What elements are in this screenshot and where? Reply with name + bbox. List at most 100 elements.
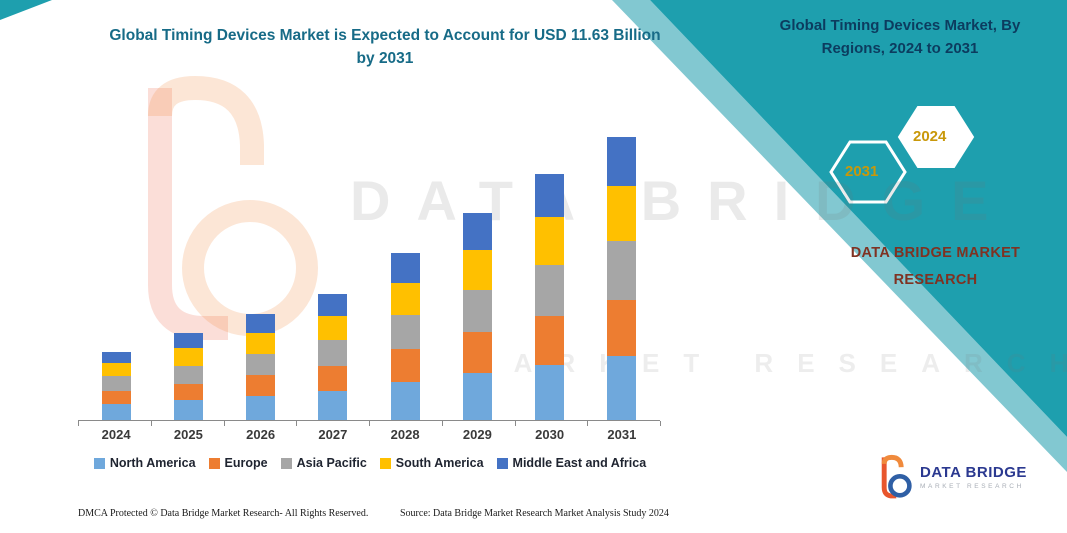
watermark-logo-icon	[148, 75, 318, 340]
segment-asia-pacific-2026	[246, 353, 276, 376]
stacked-bar-2026	[246, 314, 276, 420]
segment-middle-east-and-africa-2025	[173, 333, 203, 349]
bar-slot-2030	[514, 174, 586, 420]
segment-south-america-2029	[462, 249, 492, 290]
segment-north-america-2028	[390, 382, 420, 420]
axis-tick	[78, 421, 79, 426]
segment-europe-2025	[173, 383, 203, 401]
x-label-2029: 2029	[462, 427, 492, 442]
legend-swatch-icon	[496, 457, 508, 469]
stacked-bar-2024	[101, 351, 131, 420]
segment-asia-pacific-2028	[390, 314, 420, 350]
bar-slot-2031	[586, 137, 658, 420]
segment-north-america-2027	[318, 391, 348, 420]
axis-tick	[296, 421, 298, 426]
segment-south-america-2025	[173, 348, 203, 366]
chart-title-line2: by 2031	[356, 50, 414, 68]
hexagon-2031-label: 2031	[845, 163, 879, 180]
segment-north-america-2025	[173, 400, 203, 420]
segment-europe-2024	[101, 390, 131, 405]
footer-logo: DATA BRIDGE MARKET RESEARCH	[876, 454, 1027, 500]
segment-europe-2026	[246, 375, 276, 397]
segment-north-america-2026	[246, 396, 276, 420]
bar-slot-2027	[297, 293, 369, 420]
side-panel-heading: Global Timing Devices Market, By Regions…	[735, 15, 1065, 60]
side-panel-brand: DATA BRIDGE MARKET RESEARCH	[818, 240, 1053, 294]
legend-label: South America	[395, 456, 484, 470]
legend-label: Europe	[224, 456, 268, 470]
legend-swatch-icon	[208, 457, 220, 469]
stacked-bar-2031	[607, 137, 637, 420]
segment-europe-2031	[607, 300, 637, 357]
segment-north-america-2024	[101, 404, 131, 420]
x-label-2031: 2031	[607, 427, 637, 442]
side-panel-heading-line1: Global Timing Devices Market, By	[779, 17, 1021, 34]
teal-panel	[650, 0, 1067, 437]
segment-middle-east-and-africa-2028	[390, 253, 420, 283]
legend-label: Middle East and Africa	[512, 456, 647, 470]
footer-logo-b-icon	[881, 454, 912, 499]
axis-tick	[587, 421, 589, 426]
watermark-text-data-bridge: DATA BRIDGE	[350, 169, 1015, 232]
chart-title-line1: Global Timing Devices Market is Expected…	[109, 27, 661, 44]
segment-middle-east-and-africa-2024	[101, 351, 131, 363]
segment-middle-east-and-africa-2029	[462, 213, 492, 250]
axis-tick	[660, 421, 661, 426]
segment-south-america-2031	[607, 186, 637, 242]
segment-asia-pacific-2030	[535, 264, 565, 316]
bar-slot-2025	[152, 333, 224, 420]
stacked-bar-2025	[173, 333, 203, 420]
segment-europe-2029	[462, 332, 492, 374]
footer-brand-subtitle: MARKET RESEARCH	[920, 483, 1024, 490]
footer-logo-text: DATA BRIDGE MARKET RESEARCH	[920, 464, 1027, 490]
segment-europe-2030	[535, 315, 565, 365]
legend-item-europe: Europe	[208, 456, 268, 470]
corner-triangle	[0, 0, 52, 20]
legend-label: Asia Pacific	[296, 456, 367, 470]
bar-slot-2024	[80, 351, 152, 420]
segment-asia-pacific-2025	[173, 365, 203, 384]
x-label-2025: 2025	[173, 427, 203, 442]
segment-asia-pacific-2027	[318, 340, 348, 367]
legend-item-middle-east-and-africa: Middle East and Africa	[496, 456, 647, 470]
segment-south-america-2026	[246, 332, 276, 354]
segment-north-america-2029	[462, 373, 492, 420]
x-axis-labels: 2024 2025 2026 2027 2028 2029 2030 2031	[80, 427, 658, 442]
bar-slot-2026	[225, 314, 297, 420]
bar-slot-2028	[369, 253, 441, 420]
side-panel-heading-line2: Regions, 2024 to 2031	[821, 39, 979, 57]
stacked-bar-2030	[535, 174, 565, 420]
bar-slot-2029	[441, 213, 513, 420]
chart-title: Global Timing Devices Market is Expected…	[55, 24, 715, 71]
segment-middle-east-and-africa-2026	[246, 314, 276, 333]
legend-item-south-america: South America	[379, 456, 484, 470]
dmca-notice: DMCA Protected © Data Bridge Market Rese…	[78, 508, 369, 519]
axis-tick	[150, 421, 152, 426]
side-panel-brand-line1: DATA BRIDGE MARKET	[850, 245, 1021, 261]
segment-asia-pacific-2024	[101, 376, 131, 391]
axis-tick	[441, 421, 443, 426]
legend: North America Europe Asia Pacific South Ame…	[40, 456, 700, 470]
axis-tick	[514, 421, 516, 426]
segment-south-america-2027	[318, 315, 348, 341]
footer-brand-name: DATA BRIDGE	[920, 464, 1027, 481]
segment-europe-2027	[318, 366, 348, 392]
segment-south-america-2024	[101, 362, 131, 377]
stacked-bar-2028	[390, 253, 420, 420]
x-label-2030: 2030	[535, 427, 565, 442]
stacked-bar-2027	[318, 293, 348, 420]
segment-middle-east-and-africa-2031	[607, 137, 637, 187]
legend-item-north-america: North America	[93, 456, 196, 470]
source-notice: Source: Data Bridge Market Research Mark…	[400, 508, 669, 519]
x-axis-line	[78, 420, 660, 421]
plot-area	[80, 133, 658, 420]
legend-item-asia-pacific: Asia Pacific	[280, 456, 367, 470]
segment-south-america-2028	[390, 282, 420, 315]
segment-asia-pacific-2031	[607, 241, 637, 301]
segment-north-america-2030	[535, 364, 565, 420]
x-label-2028: 2028	[390, 427, 420, 442]
side-panel-brand-line2: RESEARCH	[893, 271, 978, 288]
segment-europe-2028	[390, 349, 420, 383]
